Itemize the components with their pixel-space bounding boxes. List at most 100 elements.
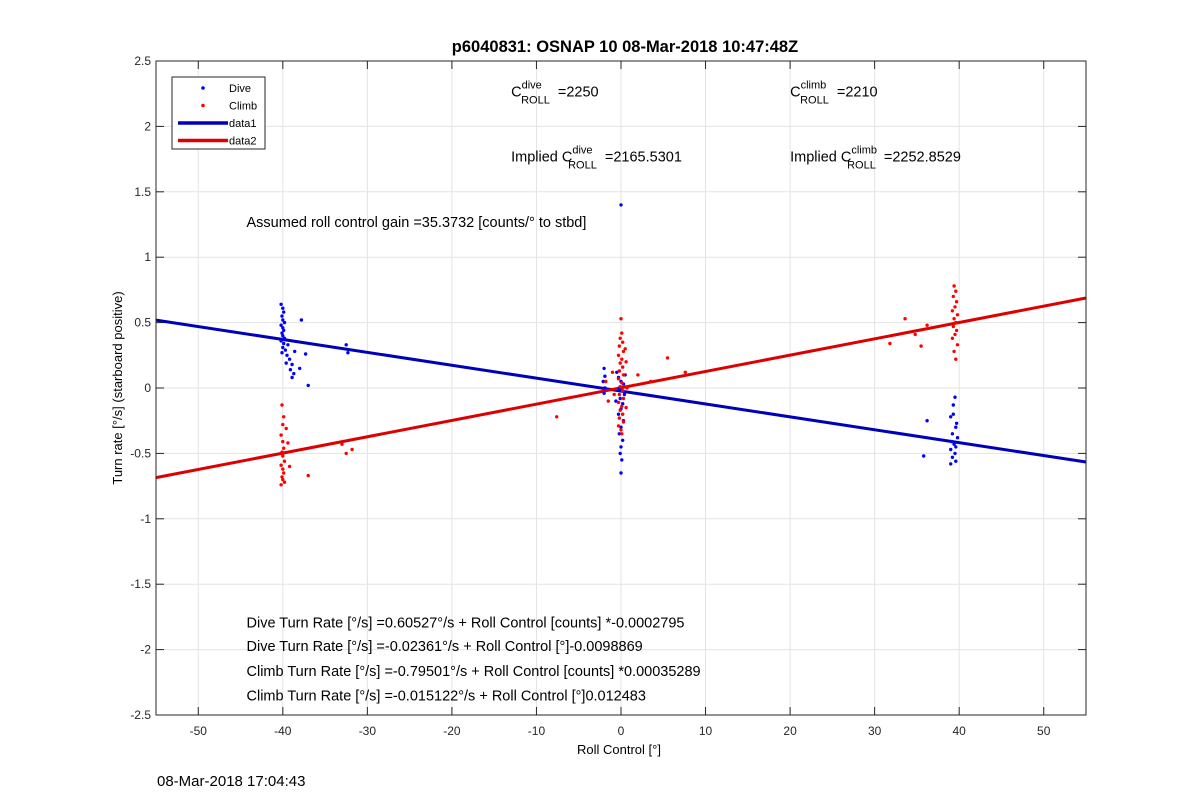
y-tick-label: -0.5 <box>130 446 151 460</box>
climb-point <box>281 422 285 427</box>
climb-point <box>616 400 621 405</box>
x-tick-label: -20 <box>443 724 461 738</box>
dive-point <box>602 391 606 395</box>
climb-point <box>612 392 616 397</box>
climb-point <box>925 323 929 327</box>
climb-point <box>616 424 621 428</box>
dive-point <box>603 374 607 378</box>
x-tick-label: 10 <box>699 724 713 738</box>
climb-point <box>621 349 626 354</box>
dive-point <box>282 320 287 325</box>
dive-point <box>949 462 953 466</box>
climb-point <box>950 309 955 313</box>
climb-point <box>624 405 628 410</box>
dive-point <box>299 318 304 322</box>
annotation-subscript: ROLL <box>521 94 550 106</box>
annotation-eq4: Climb Turn Rate [°/s] =-0.015122°/s + Ro… <box>247 689 646 705</box>
dive-point <box>619 203 623 207</box>
x-tick-label: -40 <box>274 724 292 738</box>
annotation-symbol: C <box>790 84 800 100</box>
climb-point <box>281 477 285 482</box>
climb-point <box>953 305 957 309</box>
climb-point <box>621 365 625 369</box>
dive-point <box>279 339 283 343</box>
dive-point <box>282 310 286 314</box>
annotation-subscript: ROLL <box>568 160 597 172</box>
scatter-points <box>279 203 960 487</box>
dive-point <box>601 379 605 384</box>
climb-point <box>617 344 621 348</box>
climb-point <box>287 464 292 469</box>
climb-point <box>952 349 956 354</box>
climb-point <box>281 467 285 471</box>
climb-point <box>280 450 284 454</box>
x-tick-label: -50 <box>190 724 208 738</box>
climb-point <box>280 475 284 479</box>
annotation-subscript: ROLL <box>847 160 876 172</box>
legend-marker-dive <box>201 86 205 90</box>
dive-point <box>954 425 958 429</box>
climb-point <box>954 328 959 333</box>
dive-point <box>955 436 960 440</box>
annotation-subscript: ROLL <box>800 94 829 106</box>
dive-point <box>290 362 294 367</box>
dive-point <box>950 432 955 436</box>
dive-point <box>617 432 621 436</box>
climb-point <box>617 416 621 420</box>
climb-point <box>282 415 286 419</box>
climb-point <box>950 336 955 340</box>
dive-point <box>619 471 623 475</box>
dive-point <box>286 343 290 347</box>
annotation-c_dive: Cdive ROLL =2250 <box>511 79 599 106</box>
annotation-superscript: climb <box>801 79 827 91</box>
annotation-superscript: climb <box>851 145 877 157</box>
dive-point <box>279 302 283 306</box>
climb-point <box>617 392 621 397</box>
y-axis-label: Turn rate [°/s] (starboard positive) <box>110 291 125 484</box>
y-tick-label: 0 <box>144 381 151 395</box>
climb-point <box>621 396 626 401</box>
climb-point <box>618 408 622 412</box>
legend-label: data1 <box>229 118 257 130</box>
print-timestamp: 08-Mar-2018 17:04:43 <box>157 773 306 790</box>
climb-point <box>306 473 310 478</box>
annotation-implied_climb: Implied Cclimb ROLL =2252.8529 <box>790 145 961 172</box>
annotation-prefix: Implied <box>511 150 562 166</box>
dive-point <box>949 439 954 444</box>
annotation-eq2: Dive Turn Rate [°/s] =-0.02361°/s + Roll… <box>247 639 643 655</box>
legend-label: Climb <box>229 101 257 113</box>
x-tick-label: 30 <box>868 724 882 738</box>
dive-point <box>616 412 621 416</box>
dive-point <box>284 361 288 365</box>
annotation-eq1: Dive Turn Rate [°/s] =0.60527°/s + Roll … <box>247 615 685 631</box>
y-tick-label: -2.5 <box>130 708 151 722</box>
dive-point <box>620 458 624 462</box>
dive-point <box>954 445 958 449</box>
x-tick-label: -10 <box>528 724 546 738</box>
dive-point <box>293 349 297 354</box>
climb-point <box>621 373 626 377</box>
dive-point <box>619 445 623 449</box>
dive-point <box>925 419 929 423</box>
climb-point <box>951 324 955 329</box>
annotation-symbol: C <box>841 150 851 166</box>
climb-point <box>610 370 615 374</box>
dive-point <box>922 454 926 458</box>
legend-label: Dive <box>229 83 251 95</box>
annotation-eq3: Climb Turn Rate [°/s] =-0.79501°/s + Rol… <box>247 664 701 680</box>
dive-point <box>298 366 302 371</box>
dive-point <box>954 459 958 463</box>
climb-point <box>282 459 287 463</box>
dive-point <box>622 392 627 397</box>
climb-point <box>951 294 955 299</box>
y-tick-label: -1.5 <box>130 577 151 591</box>
dive-point <box>303 352 308 356</box>
dive-point <box>287 357 292 361</box>
dive-point <box>952 442 956 446</box>
climb-point <box>604 379 608 384</box>
climb-point <box>648 379 653 384</box>
annotation-superscript: dive <box>522 79 542 91</box>
dive-point <box>954 421 959 425</box>
dive-point <box>281 306 285 310</box>
